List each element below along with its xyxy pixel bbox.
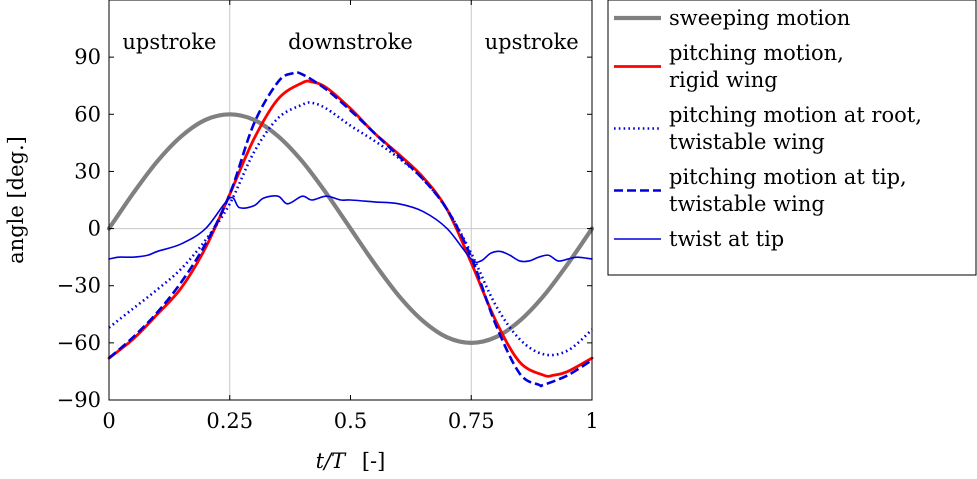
series-lines	[106, 71, 595, 388]
legend-box	[607, 0, 977, 276]
legend-label-1: pitching motion,	[669, 41, 844, 65]
y-tick-label: 90	[74, 45, 101, 69]
y-tick-label: −90	[57, 388, 101, 412]
y-tick-label: −60	[57, 331, 101, 355]
series-line-3	[108, 71, 593, 388]
x-axis-label-unit: [-]	[362, 449, 385, 473]
y-axis-label: angle [deg.]	[4, 136, 28, 264]
phase-label-upstroke: upstroke	[122, 30, 216, 54]
legend-label-3: pitching motion at tip,	[669, 165, 907, 189]
x-tick-label: 0.5	[334, 409, 367, 433]
legend-label-0: sweeping motion	[669, 6, 850, 30]
legend-label-1: rigid wing	[669, 68, 778, 92]
legend-label-3: twistable wing	[669, 192, 825, 216]
axis-ticks: −90 −60 −30 0 30 60 90 0 0.25 0.5 0.75 1	[57, 0, 599, 433]
x-tick-label: 0.25	[206, 409, 253, 433]
legend-label-2: pitching motion at root,	[669, 103, 922, 127]
phase-label-downstroke: downstroke	[288, 30, 413, 54]
x-axis-label: t/T [-]	[316, 449, 386, 473]
x-axis-label-variable: t/T	[316, 449, 348, 473]
series-line-0	[106, 112, 595, 345]
y-tick-label: 60	[74, 102, 101, 126]
y-tick-label: −30	[57, 274, 101, 298]
series-line-2	[108, 101, 593, 357]
phase-labels: upstroke downstroke upstroke	[122, 30, 578, 54]
phase-label-upstroke: upstroke	[485, 30, 579, 54]
legend: sweeping motion pitching motion, rigid win…	[607, 0, 977, 276]
x-tick-label: 0.75	[448, 409, 495, 433]
legend-label-4: twist at tip	[669, 227, 784, 251]
y-tick-label: 0	[88, 217, 101, 241]
legend-label-2: twistable wing	[669, 130, 825, 154]
x-tick-label: 0	[102, 409, 115, 433]
y-tick-label: 30	[74, 159, 101, 183]
x-tick-label: 1	[585, 409, 598, 433]
series-line-1	[107, 79, 594, 378]
series-line-4	[108, 195, 593, 264]
